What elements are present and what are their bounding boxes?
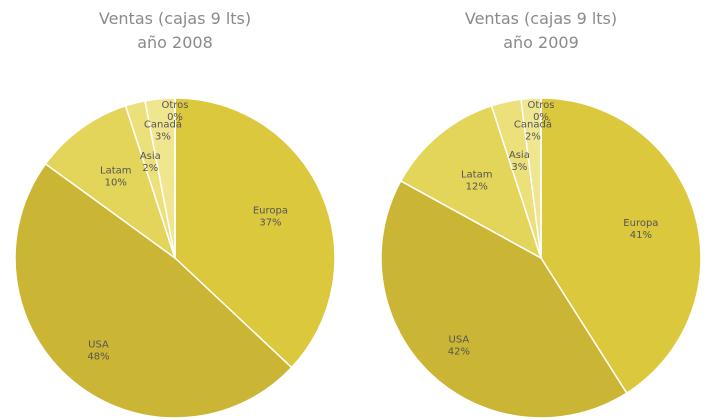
slice-value-label: 48% bbox=[87, 351, 109, 362]
slice-label: Canadá bbox=[514, 118, 552, 130]
slice-label: Otros bbox=[527, 100, 554, 111]
slice-label: Latam bbox=[100, 165, 132, 176]
pie-slice bbox=[14, 162, 293, 419]
slice-label: Asia bbox=[140, 151, 161, 162]
slice-label: Otros bbox=[161, 100, 188, 111]
slice-value-label: 37% bbox=[259, 218, 281, 229]
pie-slice bbox=[380, 179, 628, 419]
slice-label: Europa bbox=[623, 218, 658, 229]
slice-value-label: 3% bbox=[155, 132, 171, 143]
pie-slice bbox=[540, 97, 702, 395]
chart-subtitle: año 2009 bbox=[503, 33, 579, 52]
pie-slice bbox=[174, 97, 336, 369]
chart-title: Ventas (cajas 9 lts) bbox=[99, 9, 251, 28]
slice-label: USA bbox=[449, 334, 470, 345]
slice-value-label: 12% bbox=[466, 181, 488, 192]
slice-value-label: 2% bbox=[142, 163, 158, 174]
slice-label: Asia bbox=[509, 150, 530, 161]
slice-value-label: 41% bbox=[630, 230, 652, 241]
chart-subtitle: año 2008 bbox=[137, 33, 213, 52]
slice-label: Europa bbox=[253, 206, 288, 217]
slice-value-label: 10% bbox=[105, 177, 127, 188]
slice-value-label: 3% bbox=[511, 162, 527, 173]
slice-label: Latam bbox=[461, 169, 493, 180]
slice-value-label: 0% bbox=[167, 112, 183, 123]
slice-value-label: 42% bbox=[448, 346, 470, 357]
slice-value-label: 2% bbox=[525, 131, 541, 142]
pie-slice bbox=[399, 104, 543, 260]
chart-title: Ventas (cajas 9 lts) bbox=[465, 9, 617, 28]
slice-label: Canadá bbox=[144, 119, 182, 131]
pie-slice bbox=[44, 104, 177, 260]
slice-label: USA bbox=[88, 339, 109, 350]
slice-value-label: 0% bbox=[533, 112, 549, 123]
